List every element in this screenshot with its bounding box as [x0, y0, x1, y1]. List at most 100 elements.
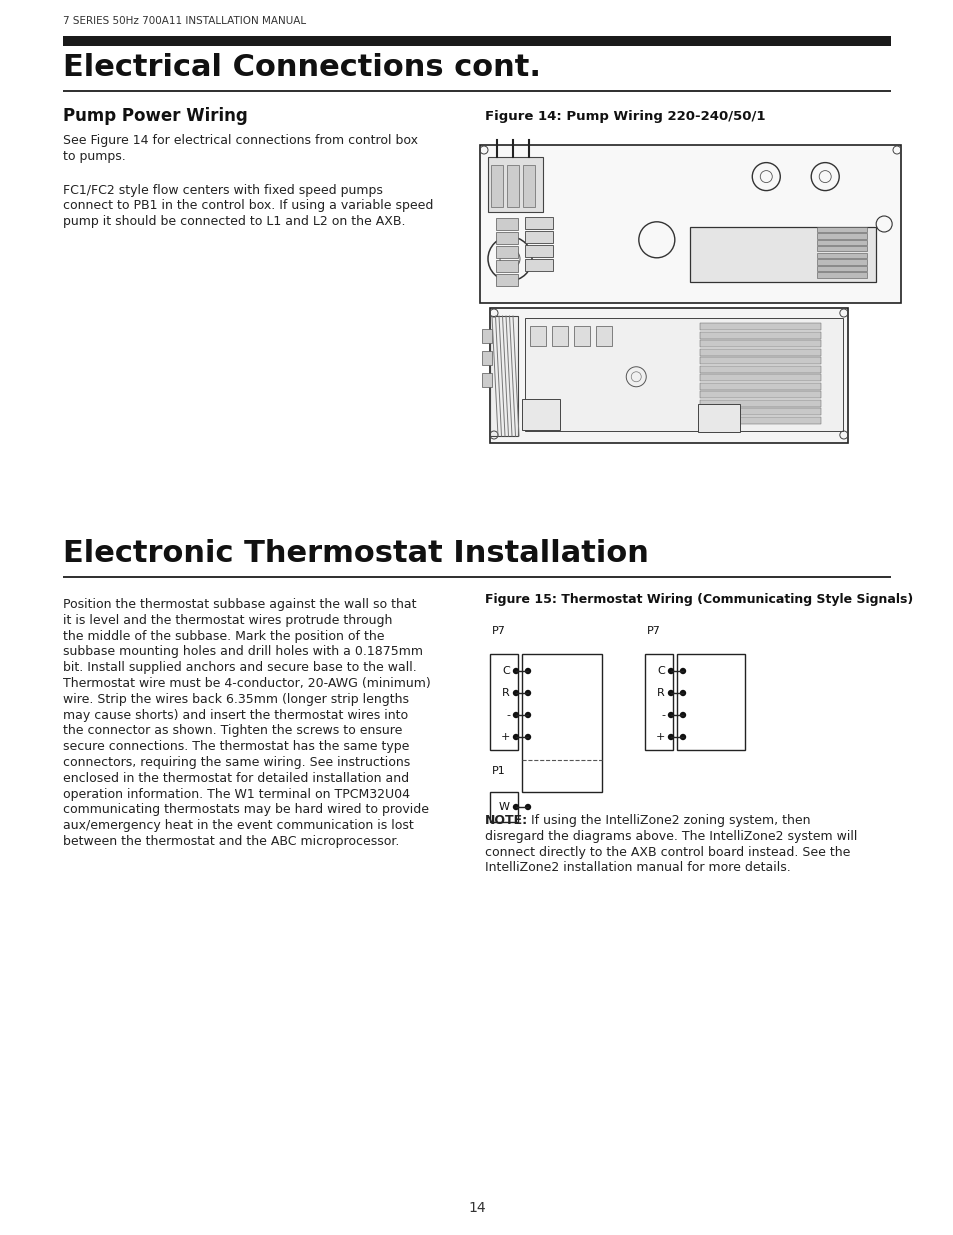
Text: NOTE:: NOTE: [484, 814, 528, 827]
Bar [816, 226, 866, 232]
Bar [63, 36, 890, 46]
Circle shape [513, 668, 518, 674]
Bar [522, 165, 535, 206]
Text: operation information. The W1 terminal on TPCM32U04: operation information. The W1 terminal o… [63, 788, 410, 800]
Bar [700, 331, 820, 338]
Bar [481, 351, 492, 366]
Text: connectors, requiring the same wiring. See instructions: connectors, requiring the same wiring. S… [63, 756, 410, 769]
Bar [700, 348, 820, 356]
Text: 7 SERIES 50Hz 700A11 INSTALLATION MANUAL: 7 SERIES 50Hz 700A11 INSTALLATION MANUAL [63, 16, 306, 26]
Text: Figure 14: Pump Wiring 220-240/50/1: Figure 14: Pump Wiring 220-240/50/1 [484, 110, 764, 124]
Bar [524, 217, 553, 228]
Text: -: - [660, 710, 664, 720]
Bar [63, 90, 890, 91]
Bar [521, 399, 559, 430]
Text: pump it should be connected to L1 and L2 on the AXB.: pump it should be connected to L1 and L2… [63, 215, 405, 228]
Circle shape [513, 734, 518, 740]
Text: wire. Strip the wires back 6.35mm (longer strip lengths: wire. Strip the wires back 6.35mm (longe… [63, 693, 409, 705]
Bar [574, 326, 589, 346]
Bar [490, 792, 517, 823]
Bar [496, 246, 517, 258]
Text: C: C [501, 666, 510, 676]
Bar [700, 383, 820, 389]
Bar [490, 316, 517, 436]
Bar [524, 259, 553, 270]
Circle shape [513, 690, 518, 697]
Bar [481, 373, 492, 387]
Bar [677, 655, 744, 750]
Text: aux/emergency heat in the event communication is lost: aux/emergency heat in the event communic… [63, 819, 414, 832]
Text: See Figure 14 for electrical connections from control box: See Figure 14 for electrical connections… [63, 135, 417, 147]
Bar [490, 655, 517, 750]
Text: 14: 14 [468, 1200, 485, 1215]
Bar [524, 231, 553, 243]
Bar [700, 408, 820, 415]
Text: R: R [657, 688, 664, 698]
Bar [496, 274, 517, 287]
Text: Figure 15: Thermostat Wiring (Communicating Style Signals): Figure 15: Thermostat Wiring (Communicat… [484, 593, 912, 606]
Text: +: + [500, 732, 510, 742]
Circle shape [524, 668, 531, 674]
Text: to pumps.: to pumps. [63, 149, 126, 163]
Bar [816, 259, 866, 264]
Bar [521, 655, 601, 792]
Text: Thermostat wire must be 4-conductor, 20-AWG (minimum): Thermostat wire must be 4-conductor, 20-… [63, 677, 431, 690]
Bar [552, 326, 567, 346]
Bar [816, 252, 866, 258]
Text: Pump Power Wiring: Pump Power Wiring [63, 107, 248, 125]
Bar [697, 404, 739, 432]
Circle shape [679, 734, 685, 740]
Text: between the thermostat and the ABC microprocessor.: between the thermostat and the ABC micro… [63, 835, 399, 848]
Text: the connector as shown. Tighten the screws to ensure: the connector as shown. Tighten the scre… [63, 725, 402, 737]
Text: communicating thermostats may be hard wired to provide: communicating thermostats may be hard wi… [63, 804, 429, 816]
Circle shape [679, 690, 685, 697]
Text: P7: P7 [492, 626, 505, 636]
Bar [816, 272, 866, 278]
Bar [481, 329, 492, 343]
Bar [700, 340, 820, 347]
Bar [596, 326, 612, 346]
Text: FC1/FC2 style flow centers with fixed speed pumps: FC1/FC2 style flow centers with fixed sp… [63, 184, 382, 196]
Text: P1: P1 [492, 766, 505, 776]
Text: Position the thermostat subbase against the wall so that: Position the thermostat subbase against … [63, 598, 416, 611]
Text: +: + [655, 732, 664, 742]
Text: secure connections. The thermostat has the same type: secure connections. The thermostat has t… [63, 740, 409, 753]
Bar [488, 157, 542, 212]
Bar [524, 245, 553, 257]
Text: R: R [501, 688, 510, 698]
Bar [524, 317, 841, 431]
Bar [690, 227, 875, 282]
Bar [479, 144, 900, 303]
Circle shape [667, 668, 674, 674]
Text: the middle of the subbase. Mark the position of the: the middle of the subbase. Mark the posi… [63, 630, 384, 642]
Text: -: - [505, 710, 510, 720]
Bar [506, 165, 518, 206]
Circle shape [524, 711, 531, 719]
Text: it is level and the thermostat wires protrude through: it is level and the thermostat wires pro… [63, 614, 392, 627]
Text: IntelliZone2 installation manual for more details.: IntelliZone2 installation manual for mor… [484, 861, 790, 874]
Bar [700, 391, 820, 398]
Circle shape [524, 804, 531, 810]
Bar [700, 366, 820, 373]
Circle shape [667, 711, 674, 719]
Bar [491, 165, 502, 206]
Circle shape [524, 690, 531, 697]
Text: subbase mounting holes and drill holes with a 0.1875mm: subbase mounting holes and drill holes w… [63, 646, 422, 658]
Circle shape [513, 711, 518, 719]
Circle shape [513, 804, 518, 810]
Circle shape [524, 734, 531, 740]
Circle shape [679, 668, 685, 674]
Text: disregard the diagrams above. The IntelliZone2 system will: disregard the diagrams above. The Intell… [484, 830, 857, 842]
Text: W: W [498, 802, 510, 811]
Bar [700, 399, 820, 406]
Bar [63, 576, 890, 578]
Text: connect directly to the AXB control board instead. See the: connect directly to the AXB control boar… [484, 846, 849, 858]
Text: Electrical Connections cont.: Electrical Connections cont. [63, 53, 540, 82]
Circle shape [667, 690, 674, 697]
Bar [496, 261, 517, 272]
Circle shape [679, 711, 685, 719]
Text: Electronic Thermostat Installation: Electronic Thermostat Installation [63, 538, 648, 568]
Text: may cause shorts) and insert the thermostat wires into: may cause shorts) and insert the thermos… [63, 709, 408, 721]
Bar [816, 233, 866, 238]
Bar [700, 357, 820, 364]
